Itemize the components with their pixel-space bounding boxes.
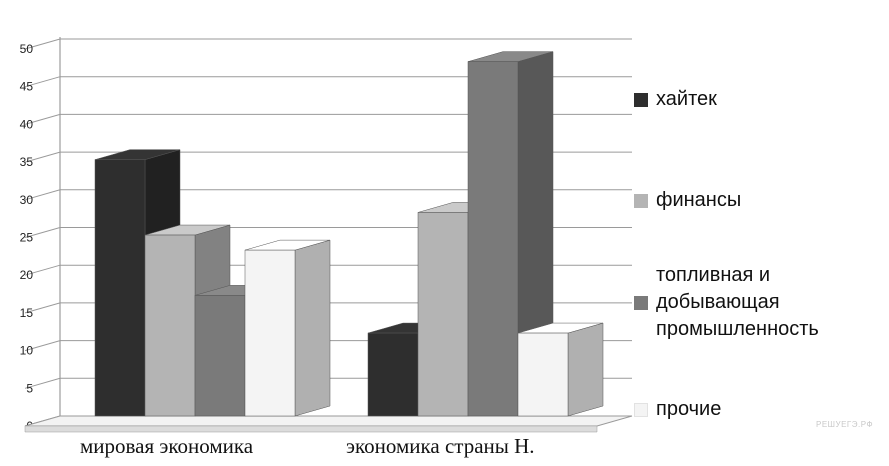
gridline <box>24 151 632 163</box>
legend-swatch <box>634 402 648 417</box>
bar-front-face <box>517 332 569 417</box>
legend-item-fuel-industry: топливная и добывающая промышленность <box>634 262 819 343</box>
chart-floor <box>24 415 633 427</box>
legend-item-hitech: хайтек <box>634 86 717 113</box>
bar-side-face <box>567 322 604 417</box>
legend-swatch <box>634 193 648 208</box>
gridline <box>24 113 632 125</box>
legend-label: прочие <box>656 398 722 420</box>
y-tick-label: 15 <box>20 306 34 320</box>
y-tick-label: 5 <box>26 381 33 395</box>
y-tick-label: 35 <box>20 155 34 169</box>
y-tick-label: 10 <box>20 344 34 358</box>
bar-front-face <box>467 61 519 417</box>
y-tick-label: 30 <box>20 193 34 207</box>
y-tick-label: 25 <box>20 231 34 245</box>
legend-swatch <box>634 295 648 310</box>
bar-front-face <box>417 212 469 417</box>
bar-front-face <box>94 159 146 417</box>
bar <box>517 322 604 417</box>
legend-label: финансы <box>656 189 742 211</box>
bar-front-face <box>194 295 246 417</box>
gridline <box>24 38 632 50</box>
bar <box>467 51 554 417</box>
bar-side-face <box>294 239 331 417</box>
y-tick-label: 40 <box>20 117 34 131</box>
gridline <box>24 76 632 88</box>
x-category-label: экономика страны Н. <box>346 434 535 458</box>
bar-front-face <box>144 234 196 417</box>
y-tick-label: 50 <box>20 42 34 56</box>
legend-label: хайтек <box>656 88 717 110</box>
legend-item-finance: финансы <box>634 187 741 214</box>
watermark: РЕШУЕГЭ.РФ <box>816 420 874 429</box>
bar <box>244 239 331 417</box>
gridline <box>24 189 632 201</box>
x-category-label: мировая экономика <box>80 434 254 458</box>
legend-label: топливная и добывающая промышленность <box>656 264 819 340</box>
floor-front-edge <box>24 425 598 433</box>
y-tick-label: 45 <box>20 80 34 94</box>
legend-swatch <box>634 92 648 107</box>
bar-front-face <box>367 332 419 417</box>
legend-item-other: прочие <box>634 396 721 423</box>
bar-front-face <box>244 249 296 417</box>
y-tick-label: 20 <box>20 268 34 282</box>
